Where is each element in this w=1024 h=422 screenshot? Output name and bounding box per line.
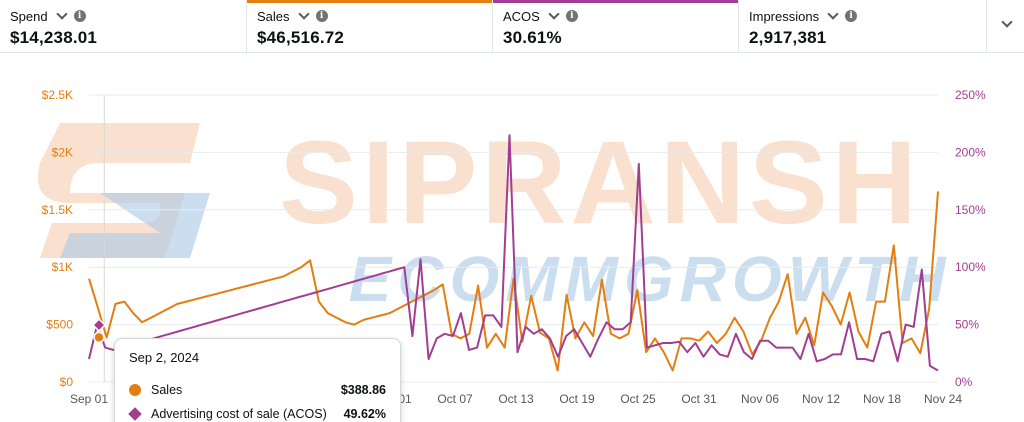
y-right-tick-label: 200% xyxy=(955,145,986,159)
chevron-down-icon[interactable] xyxy=(297,8,310,20)
chevron-down-icon[interactable] xyxy=(548,8,560,20)
metric-impressions[interactable]: Impressions i 2,917,381 xyxy=(739,0,987,53)
y-right-tick-label: 100% xyxy=(955,260,986,274)
x-tick-label: Nov 24 xyxy=(924,392,962,406)
metric-sales[interactable]: Sales i $46,516.72 xyxy=(247,0,493,53)
tooltip-series-name: Sales xyxy=(151,383,183,397)
metric-label: Sales xyxy=(257,8,290,24)
metric-value: 30.61% xyxy=(503,28,562,47)
metric-value: $14,238.01 xyxy=(10,28,98,47)
x-tick-label: Nov 18 xyxy=(863,392,901,406)
metric-value: 2,917,381 xyxy=(749,28,827,47)
tooltip-series-value: 49.62% xyxy=(343,407,386,421)
performance-chart[interactable]: SIPRANSH ECOMMGROWTH $0 0% $500 50% $1K 100% $1.… xyxy=(0,53,1024,422)
metric-accent-bar xyxy=(0,0,246,3)
chevron-down-icon[interactable] xyxy=(827,8,839,20)
metric-accent-bar xyxy=(739,0,986,3)
tooltip-row-acos: Advertising cost of sale (ACOS) 49.62% xyxy=(128,406,386,422)
chart-tooltip: Sep 2, 2024 Sales $388.86 Advertising co… xyxy=(114,338,401,422)
chevron-down-icon[interactable] xyxy=(55,8,68,20)
info-icon[interactable]: i xyxy=(315,10,328,22)
metric-accent-bar xyxy=(493,0,738,3)
x-tick-label: Sep 01 xyxy=(70,392,108,406)
x-tick-label: Oct 13 xyxy=(498,392,534,406)
x-tick-label: Nov 06 xyxy=(741,392,779,406)
y-right-tick-label: 150% xyxy=(955,203,986,217)
info-icon[interactable]: i xyxy=(845,10,858,22)
metric-value: $46,516.72 xyxy=(257,28,345,47)
sales-hover-point xyxy=(93,331,105,344)
metric-label: Impressions xyxy=(749,8,820,24)
series-line xyxy=(88,134,939,372)
watermark-text: ECOMMGROWTH xyxy=(349,243,952,315)
y-right-tick-label: 250% xyxy=(955,88,986,102)
y-right-tick-label: 0% xyxy=(955,375,973,389)
info-icon[interactable]: i xyxy=(565,10,578,22)
acos-marker-icon xyxy=(128,407,142,421)
acos-hover-point xyxy=(91,317,107,333)
metric-label: ACOS xyxy=(503,8,540,24)
series-line xyxy=(88,191,939,372)
tooltip-series-value: $388.86 xyxy=(340,383,386,397)
y-left-tick-label: $500 xyxy=(46,318,73,332)
expand-metrics-button[interactable] xyxy=(996,14,1020,38)
chevron-down-icon xyxy=(1001,16,1013,28)
tooltip-row-sales: Sales $388.86 xyxy=(129,382,386,398)
y-left-tick-label: $2K xyxy=(52,145,73,159)
y-left-tick-label: $2.5K xyxy=(42,88,73,102)
y-left-tick-label: $1K xyxy=(52,260,73,274)
x-tick-label: Oct 31 xyxy=(681,392,717,406)
y-right-tick-label: 50% xyxy=(955,318,979,332)
y-left-tick-label: $0 xyxy=(60,375,74,389)
tooltip-date: Sep 2, 2024 xyxy=(129,350,200,365)
x-tick-label: Oct 25 xyxy=(620,392,656,406)
y-left-tick-label: $1.5K xyxy=(42,203,73,217)
metric-spend[interactable]: Spend i $14,238.01 xyxy=(0,0,247,53)
x-tick-label: Oct 19 xyxy=(559,392,595,406)
metric-label: Spend xyxy=(10,8,48,24)
x-tick-label: Oct 07 xyxy=(437,392,473,406)
metric-acos[interactable]: ACOS i 30.61% xyxy=(493,0,739,53)
sales-marker-icon xyxy=(129,384,141,396)
metric-accent-bar xyxy=(247,0,492,3)
x-tick-label: Nov 12 xyxy=(802,392,840,406)
metrics-bar: Spend i $14,238.01 Sales i $46,516.72 AC… xyxy=(0,0,1024,53)
watermark-logo-icon xyxy=(60,193,210,258)
watermark-text: SIPRANSH xyxy=(279,117,921,249)
tooltip-series-name: Advertising cost of sale (ACOS) xyxy=(151,407,327,421)
info-icon[interactable]: i xyxy=(73,10,86,22)
